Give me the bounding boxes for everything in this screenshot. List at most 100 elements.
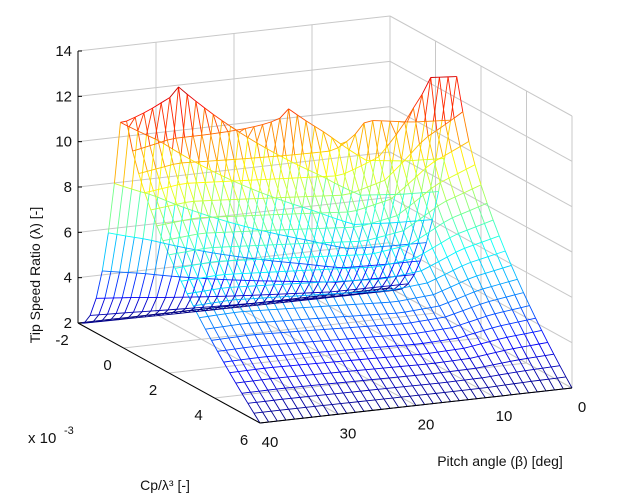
surface-mesh-line-pitch [209, 215, 219, 220]
surface-mesh-line-pitch [406, 374, 416, 377]
surface-mesh-line-pitch [298, 363, 308, 366]
surface-mesh-line-cp [477, 206, 485, 224]
surface-mesh-line-cp [381, 335, 389, 347]
surface-mesh-line-pitch [467, 275, 477, 280]
surface-mesh-line-cp [373, 277, 380, 288]
surface-mesh-line-pitch [177, 251, 187, 254]
surface-mesh-line-pitch [519, 357, 528, 361]
surface-mesh-line-pitch [216, 159, 226, 162]
surface-mesh-line-pitch [507, 371, 517, 374]
surface-mesh-line-cp [137, 112, 145, 132]
surface-mesh-line-cp [478, 356, 485, 367]
surface-mesh-line-pitch [422, 187, 432, 196]
surface-mesh-line-cp [440, 242, 448, 258]
surface-mesh-line-pitch [387, 312, 397, 315]
surface-mesh-line-cp [513, 383, 521, 395]
surface-mesh-line-pitch [413, 308, 423, 312]
surface-mesh-line-pitch [188, 311, 197, 313]
surface-mesh-line-pitch [324, 295, 333, 298]
surface-mesh-line-cp [370, 264, 378, 280]
surface-mesh-line-cp [204, 182, 212, 201]
surface-mesh-line-cp [391, 222, 399, 246]
surface-mesh-line-pitch [198, 163, 208, 169]
surface-mesh-line-pitch [281, 261, 291, 264]
surface-mesh-line-cp [121, 272, 129, 298]
surface-mesh-line-pitch [333, 266, 343, 269]
surface-mesh-line-pitch [412, 270, 422, 274]
surface-mesh-line-cp [179, 247, 187, 277]
surface-mesh-line-cp [321, 340, 328, 352]
surface-mesh-line-pitch [278, 343, 287, 345]
surface-mesh-line-pitch [273, 152, 283, 158]
surface-mesh-line-pitch [344, 348, 354, 351]
surface-mesh-line-cp [250, 158, 258, 180]
surface-mesh-line-pitch [458, 368, 468, 371]
surface-mesh-line-pitch [500, 323, 510, 327]
surface-mesh-line-pitch [305, 374, 314, 376]
surface-mesh-line-cp [276, 156, 284, 179]
surface-mesh-line-cp [316, 131, 324, 175]
surface-mesh-line-cp [234, 348, 242, 361]
surface-mesh-line-cp [478, 388, 486, 398]
surface-mesh-line-pitch [160, 97, 171, 104]
surface-mesh-line-cp [470, 262, 478, 277]
surface-mesh-line-cp [182, 277, 190, 298]
surface-mesh-line-pitch [283, 301, 293, 303]
surface-mesh-line-pitch [170, 184, 180, 188]
surface-mesh-line-pitch [299, 396, 309, 398]
surface-mesh-line-cp [346, 141, 354, 170]
surface-mesh-line-cp [538, 343, 546, 356]
surface-mesh-line-cp [466, 229, 474, 246]
surface-mesh-line-pitch [138, 314, 148, 317]
surface-mesh-line-pitch [379, 346, 389, 348]
surface-mesh-line-cp [369, 314, 377, 326]
surface-mesh-line-pitch [522, 380, 532, 383]
surface-mesh-line-pitch [364, 204, 374, 209]
surface-mesh-line-pitch [282, 156, 292, 163]
x-axis-label: Pitch angle (β) [deg] [437, 453, 563, 469]
surface-mesh-line-pitch [446, 349, 456, 352]
surface-mesh-line-cp [565, 376, 573, 389]
surface-mesh-line-cp [203, 248, 211, 263]
surface-mesh-line-cp [454, 349, 462, 360]
surface-mesh-line-cp [379, 264, 387, 279]
surface-mesh-line-cp [235, 382, 243, 394]
surface-mesh-line-cp [328, 269, 335, 282]
surface-mesh-line-cp [276, 271, 283, 285]
surface-mesh-line-cp [296, 408, 304, 419]
surface-mesh-line-pitch [354, 122, 365, 135]
surface-mesh-line-cp [533, 369, 541, 381]
surface-mesh-line-cp [288, 409, 296, 420]
surface-mesh-line-pitch [231, 323, 241, 326]
surface-mesh-line-pitch [147, 168, 157, 172]
surface-mesh-line-pitch [348, 247, 358, 250]
surface-mesh-line-pitch [422, 341, 432, 344]
surface-mesh-line-pitch [272, 300, 281, 303]
surface-mesh-line-pitch [389, 376, 398, 379]
surface-mesh-line-cp [418, 284, 426, 297]
surface-mesh-line-pitch [410, 143, 420, 154]
surface-mesh-line-pitch [207, 275, 216, 278]
surface-mesh-line-cp [241, 393, 249, 404]
surface-mesh-line-cp [429, 383, 437, 394]
surface-mesh-line-cp [104, 271, 112, 299]
surface-mesh-line-pitch [326, 316, 336, 319]
surface-mesh-line-cp [535, 317, 543, 331]
surface-mesh-line-pitch [84, 321, 93, 324]
surface-mesh-line-cp [299, 120, 307, 167]
surface-mesh-line-cp [464, 248, 472, 263]
surface-mesh-line-pitch [270, 232, 280, 235]
surface-mesh-line-pitch [446, 251, 457, 258]
surface-mesh-line-cp [372, 120, 380, 157]
surface-mesh-line-cp [189, 101, 197, 160]
y-tick-label: 2 [149, 382, 157, 399]
surface-mesh-line-cp [307, 363, 315, 375]
surface-mesh-line-cp [353, 266, 361, 281]
surface-mesh-line-pitch [218, 218, 228, 222]
surface-mesh-line-pitch [151, 239, 161, 243]
surface-mesh-line-pitch [365, 368, 375, 371]
surface-mesh-line-pitch [236, 298, 246, 301]
y-tick-label: 6 [240, 432, 248, 449]
surface-mesh-line-pitch [496, 384, 506, 387]
surface-mesh-line-cp [362, 194, 370, 225]
